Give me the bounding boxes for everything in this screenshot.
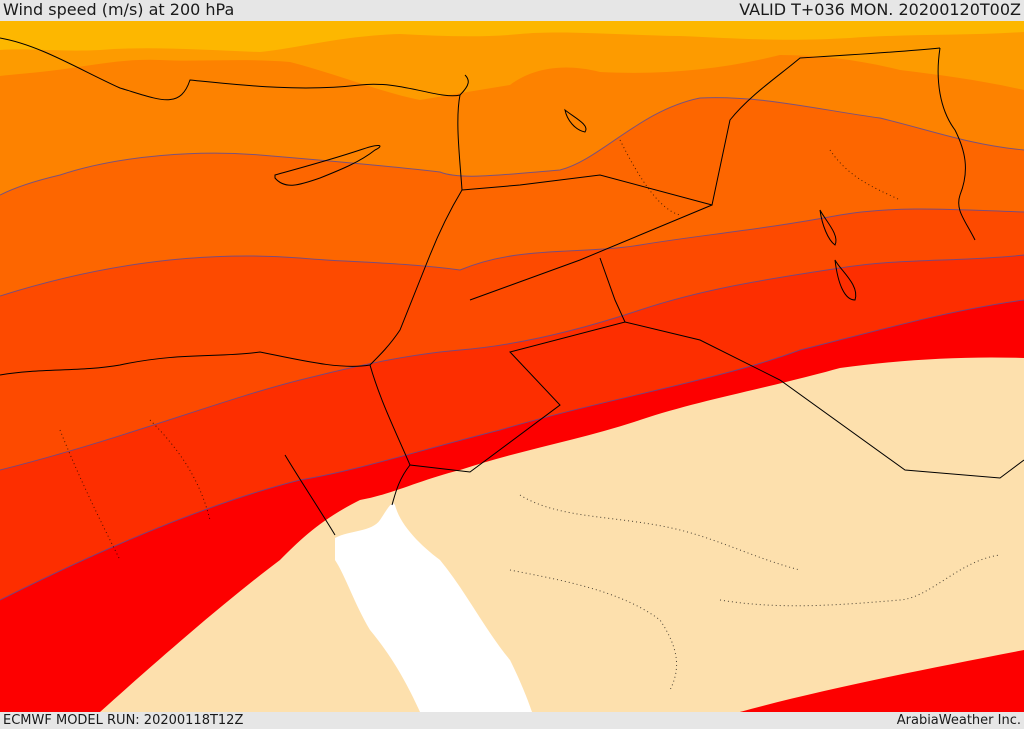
red-sea: [335, 503, 532, 712]
band-7-south: [740, 653, 1024, 712]
model-run: ECMWF MODEL RUN: 20200118T12Z: [3, 713, 244, 728]
band-3: [0, 21, 1024, 195]
valid-time: VALID T+036 MON. 20200120T00Z: [739, 0, 1021, 19]
borders-coastlines: [0, 37, 1024, 536]
map-title: Wind speed (m/s) at 200 hPa: [3, 0, 235, 19]
header-bar: Wind speed (m/s) at 200 hPa VALID T+036 …: [0, 0, 1024, 21]
contour-lines: [0, 97, 1024, 601]
band-1: [0, 21, 1024, 52]
calm-region: [100, 357, 1024, 712]
admin-boundaries: [59, 139, 1001, 691]
credit: ArabiaWeather Inc.: [896, 713, 1021, 728]
footer-bar: ECMWF MODEL RUN: 20200118T12Z ArabiaWeat…: [0, 712, 1024, 729]
wind-speed-map: [0, 21, 1024, 712]
